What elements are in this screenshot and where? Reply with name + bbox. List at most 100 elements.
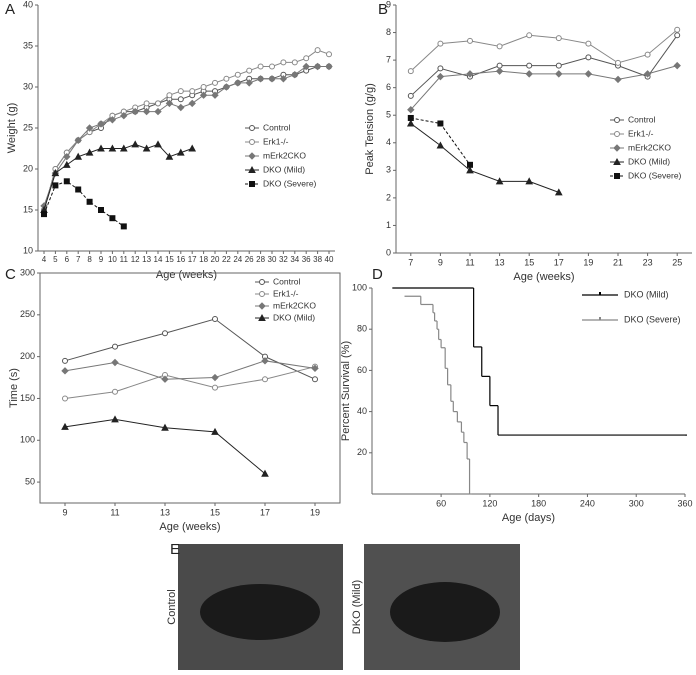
x-tick-label: 180 <box>531 498 546 508</box>
x-tick-label: 7 <box>408 257 413 267</box>
marker <box>526 62 533 69</box>
legend-label: Erk1-/- <box>273 288 299 298</box>
marker <box>108 144 117 152</box>
x-tick-label: 32 <box>279 255 288 264</box>
series-line <box>410 35 678 97</box>
series-line <box>43 143 193 211</box>
legend-label: DKO (Mild) <box>263 164 305 174</box>
y-axis-label: Peak Tension (g/g) <box>364 83 376 175</box>
y-axis-label: Time (s) <box>8 368 20 408</box>
x-axis-label: Age (days) <box>502 512 555 524</box>
marker <box>496 62 503 69</box>
marker <box>258 313 266 321</box>
marker <box>496 43 503 50</box>
y-tick-label: 10 <box>23 245 33 255</box>
marker <box>555 35 562 42</box>
marker <box>131 140 140 148</box>
photo-label: Control <box>166 589 178 624</box>
marker <box>200 84 207 90</box>
y-tick-label: 80 <box>357 324 367 334</box>
x-axis-label: Age (weeks) <box>156 269 217 281</box>
marker <box>325 62 333 71</box>
x-tick-label: 17 <box>260 507 270 517</box>
marker <box>212 384 218 391</box>
marker <box>246 67 253 74</box>
marker <box>674 26 681 33</box>
marker <box>177 88 184 95</box>
x-tick-label: 9 <box>62 507 67 517</box>
series-line <box>410 123 559 193</box>
marker <box>51 169 60 177</box>
marker <box>437 120 444 127</box>
y-axis-label: Percent Survival (%) <box>340 341 352 441</box>
legend-label: Erk1-/- <box>263 136 289 146</box>
marker <box>62 395 68 402</box>
series-line <box>64 318 316 380</box>
marker <box>525 70 533 78</box>
marker <box>74 152 83 160</box>
marker <box>248 165 256 173</box>
marker <box>303 55 310 62</box>
marker <box>291 70 299 79</box>
x-tick-label: 25 <box>672 257 682 267</box>
x-tick-label: 15 <box>210 507 220 517</box>
x-tick-label: 18 <box>199 255 208 264</box>
marker <box>61 367 69 375</box>
marker <box>615 59 621 66</box>
marker <box>437 65 444 72</box>
marker <box>614 173 620 179</box>
marker <box>554 188 563 196</box>
marker <box>261 357 269 365</box>
x-tick-label: 6 <box>65 255 70 264</box>
marker <box>467 37 473 44</box>
x-tick-label: 15 <box>524 257 534 267</box>
marker <box>86 198 93 205</box>
marker <box>63 178 70 185</box>
panel-letter: C <box>5 266 16 283</box>
series-line <box>410 29 678 72</box>
marker <box>314 47 321 54</box>
y-tick-label: 2 <box>386 192 391 202</box>
x-tick-label: 11 <box>465 257 474 267</box>
legend-label: Control <box>273 276 301 286</box>
marker <box>143 100 150 107</box>
marker <box>177 103 185 112</box>
marker <box>437 40 444 47</box>
marker <box>188 144 197 152</box>
marker <box>407 106 415 114</box>
x-tick-label: 11 <box>110 507 119 517</box>
panel-letter: E <box>170 541 180 558</box>
marker <box>97 144 105 152</box>
marker <box>259 279 265 285</box>
marker <box>222 83 231 91</box>
marker <box>61 422 69 430</box>
marker <box>525 177 534 185</box>
y-tick-label: 100 <box>20 435 35 445</box>
marker <box>613 157 621 165</box>
marker <box>52 182 59 189</box>
y-tick-label: 7 <box>386 54 391 64</box>
marker <box>436 72 445 81</box>
marker <box>119 144 128 152</box>
marker <box>111 358 119 367</box>
marker <box>673 61 681 70</box>
marker <box>259 291 265 297</box>
x-tick-label: 240 <box>580 498 595 508</box>
x-tick-label: 17 <box>188 255 197 264</box>
marker <box>211 427 219 435</box>
x-tick-label: 15 <box>165 255 174 264</box>
legend-label: Erk1-/- <box>628 128 654 138</box>
marker <box>406 119 415 127</box>
legend-label: mErk2CKO <box>273 300 316 310</box>
x-tick-label: 60 <box>436 498 446 508</box>
y-tick-label: 40 <box>357 406 367 416</box>
y-tick-label: 100 <box>352 282 367 292</box>
marker <box>585 54 592 61</box>
x-tick-label: 23 <box>643 257 653 267</box>
marker <box>85 148 94 156</box>
marker <box>614 131 620 137</box>
photo-label: DKO (Mild) <box>351 580 363 634</box>
legend-label: DKO (Mild) <box>628 156 670 166</box>
